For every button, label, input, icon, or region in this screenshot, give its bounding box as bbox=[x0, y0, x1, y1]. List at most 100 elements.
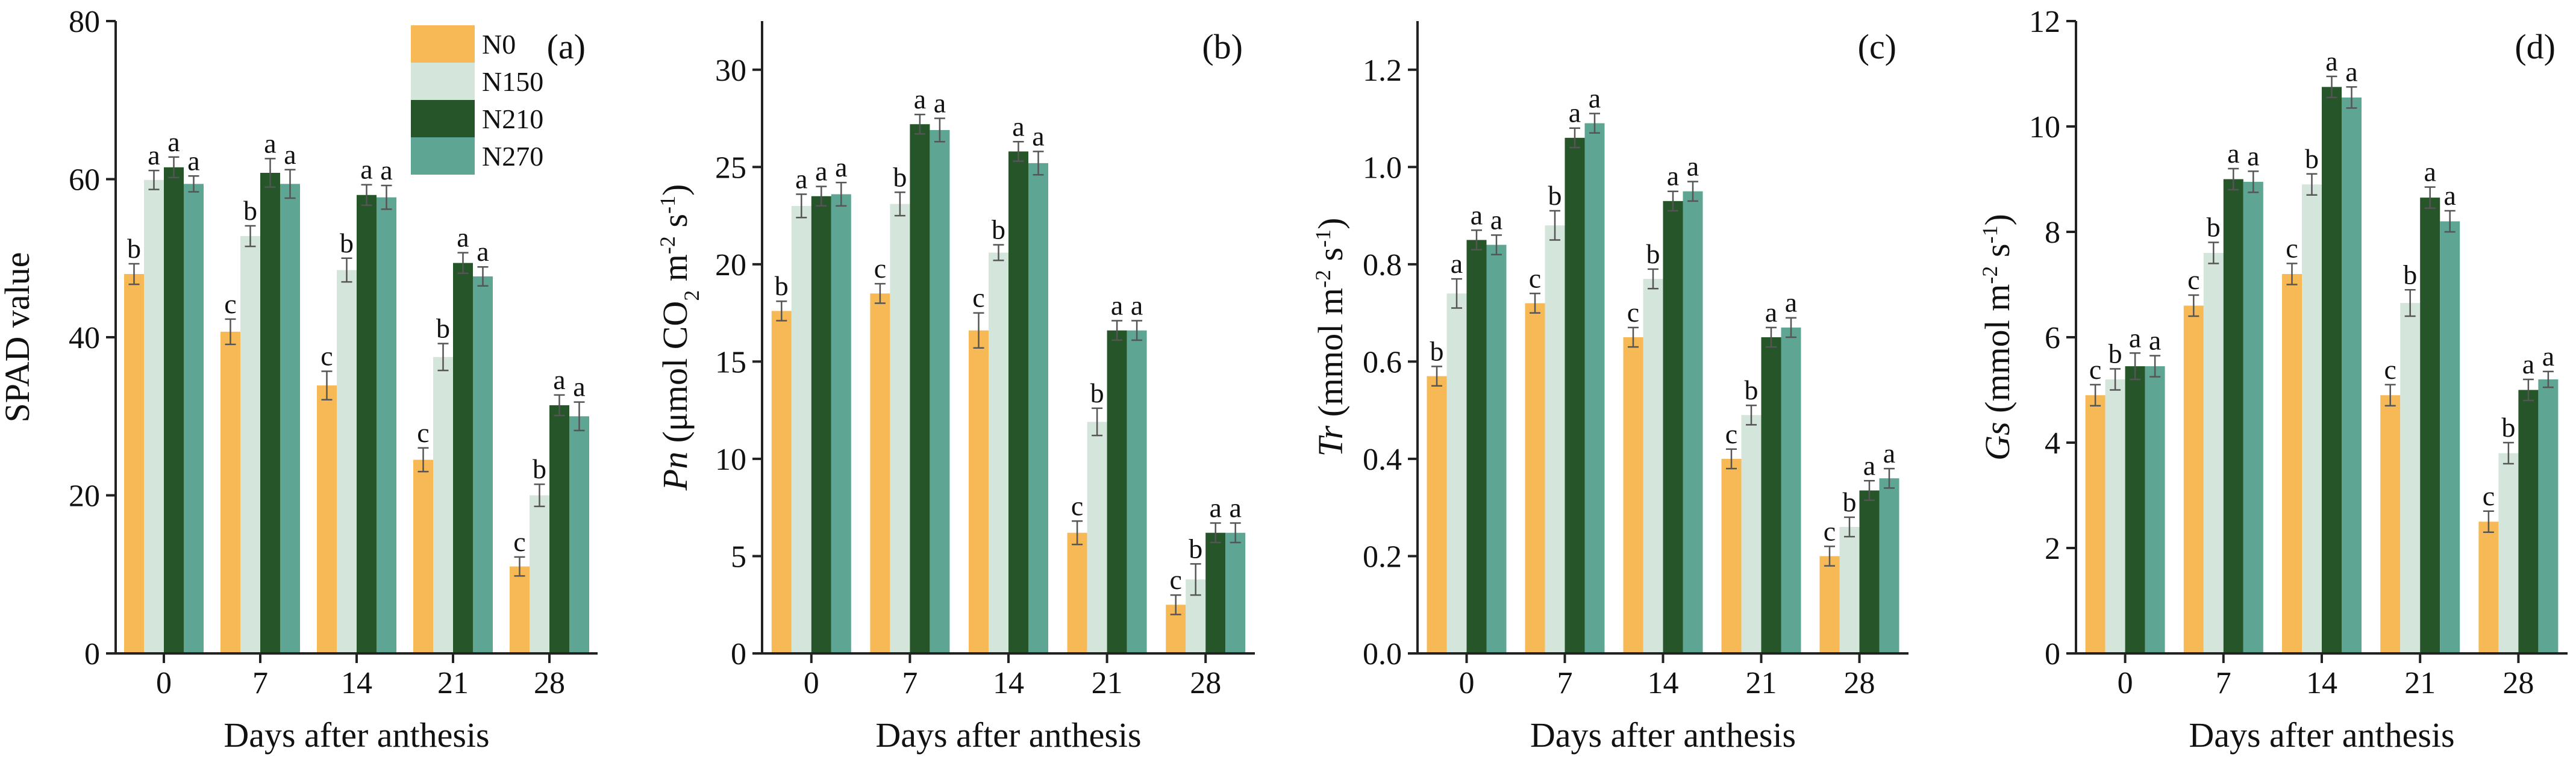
significance-label: a bbox=[1209, 493, 1221, 523]
y-tick-label: 20 bbox=[69, 479, 100, 514]
significance-label: a bbox=[2247, 140, 2259, 171]
bar bbox=[890, 204, 910, 653]
significance-label: a bbox=[380, 155, 392, 185]
panel-label: (c) bbox=[1858, 27, 1896, 66]
significance-label: c bbox=[1725, 419, 1737, 449]
bar bbox=[811, 196, 831, 653]
bar bbox=[184, 184, 204, 653]
y-axis-title-part: -1 bbox=[1311, 229, 1335, 248]
y-tick-label: 0.6 bbox=[1363, 345, 1402, 379]
significance-label: a bbox=[553, 364, 565, 395]
error-bar bbox=[245, 225, 256, 248]
bar bbox=[1127, 330, 1147, 653]
bar bbox=[1545, 225, 1565, 653]
series-N150: b b b b b bbox=[2105, 143, 2519, 653]
bar bbox=[930, 129, 950, 653]
bar bbox=[1781, 327, 1801, 653]
error-bar bbox=[914, 113, 925, 135]
bar bbox=[1427, 376, 1447, 653]
error-bar bbox=[993, 244, 1004, 261]
bar bbox=[2243, 181, 2263, 653]
error-bar bbox=[1589, 113, 1600, 134]
y-tick-label: 0.4 bbox=[1363, 443, 1402, 477]
significance-label: b bbox=[2109, 338, 2122, 369]
significance-label: a bbox=[573, 372, 585, 402]
error-bar bbox=[2110, 368, 2121, 391]
legend: N0 N150 N210 N270 bbox=[411, 25, 543, 175]
significance-label: a bbox=[1765, 297, 1777, 328]
bar bbox=[1721, 458, 1742, 653]
x-tick-label: 14 bbox=[2306, 666, 2337, 700]
x-tick-label: 7 bbox=[2216, 666, 2231, 700]
significance-label: a bbox=[1667, 161, 1679, 192]
bar bbox=[1225, 532, 1246, 653]
bar bbox=[124, 274, 144, 653]
significance-label: a bbox=[284, 139, 296, 170]
legend-swatch bbox=[411, 25, 475, 63]
y-axis-title-part: -2 bbox=[1978, 266, 2002, 284]
significance-label: b bbox=[436, 313, 450, 344]
error-bar bbox=[264, 158, 276, 188]
bar bbox=[771, 311, 792, 653]
error-bar bbox=[1451, 278, 1462, 309]
error-bar bbox=[514, 556, 525, 577]
bar bbox=[1087, 422, 1107, 653]
error-bar bbox=[1648, 268, 1658, 290]
bar bbox=[1565, 137, 1585, 653]
significance-label: c bbox=[513, 526, 525, 557]
significance-label: c bbox=[1529, 263, 1541, 293]
bar bbox=[910, 124, 930, 653]
error-bar bbox=[1726, 448, 1737, 470]
x-tick-label: 7 bbox=[902, 666, 918, 700]
y-tick-label: 0.8 bbox=[1363, 248, 1402, 282]
error-bar bbox=[816, 185, 827, 207]
significance-label: c bbox=[1071, 490, 1083, 521]
x-axis-title: Days after anthesis bbox=[224, 715, 489, 755]
x-tick-label: 21 bbox=[2404, 666, 2436, 700]
significance-label: c bbox=[2483, 481, 2495, 511]
bar bbox=[2440, 221, 2460, 653]
error-bar bbox=[1668, 190, 1678, 212]
x-tick-label: 0 bbox=[2118, 666, 2133, 700]
error-bar bbox=[1864, 480, 1875, 501]
significance-label: c bbox=[320, 340, 333, 371]
y-axis-title-part: (μmol CO bbox=[655, 301, 695, 452]
error-bar bbox=[1746, 404, 1757, 426]
significance-label: b bbox=[1745, 375, 1758, 405]
significance-label: a bbox=[1490, 204, 1502, 235]
error-bar bbox=[1844, 516, 1855, 538]
bar bbox=[1486, 245, 1507, 653]
error-bar bbox=[2326, 75, 2337, 99]
x-tick-label: 7 bbox=[252, 666, 268, 700]
error-bar bbox=[284, 169, 296, 199]
significance-label: c bbox=[2384, 354, 2396, 385]
significance-label: b bbox=[2305, 143, 2319, 174]
significance-label: b bbox=[243, 195, 257, 226]
y-tick-label: 12 bbox=[2029, 5, 2060, 39]
error-bar bbox=[574, 401, 585, 432]
significance-label: a bbox=[934, 88, 946, 119]
significance-label: b bbox=[127, 233, 141, 264]
bar bbox=[569, 416, 589, 653]
error-bar bbox=[1766, 326, 1777, 348]
bar bbox=[260, 173, 280, 653]
error-bar bbox=[1092, 407, 1103, 437]
significance-label: c bbox=[874, 253, 886, 284]
error-bar bbox=[1687, 181, 1698, 202]
error-bar bbox=[341, 257, 352, 283]
y-axis-title-part: Pn bbox=[655, 452, 695, 491]
bar bbox=[1008, 151, 1028, 653]
significance-label: b bbox=[1430, 335, 1444, 366]
significance-label: b bbox=[1843, 487, 1857, 517]
bar bbox=[2085, 395, 2106, 653]
error-bar bbox=[1033, 151, 1044, 176]
significance-label: c bbox=[224, 288, 236, 319]
bar bbox=[357, 195, 377, 653]
y-axis-title-part: ) bbox=[1978, 214, 2017, 225]
